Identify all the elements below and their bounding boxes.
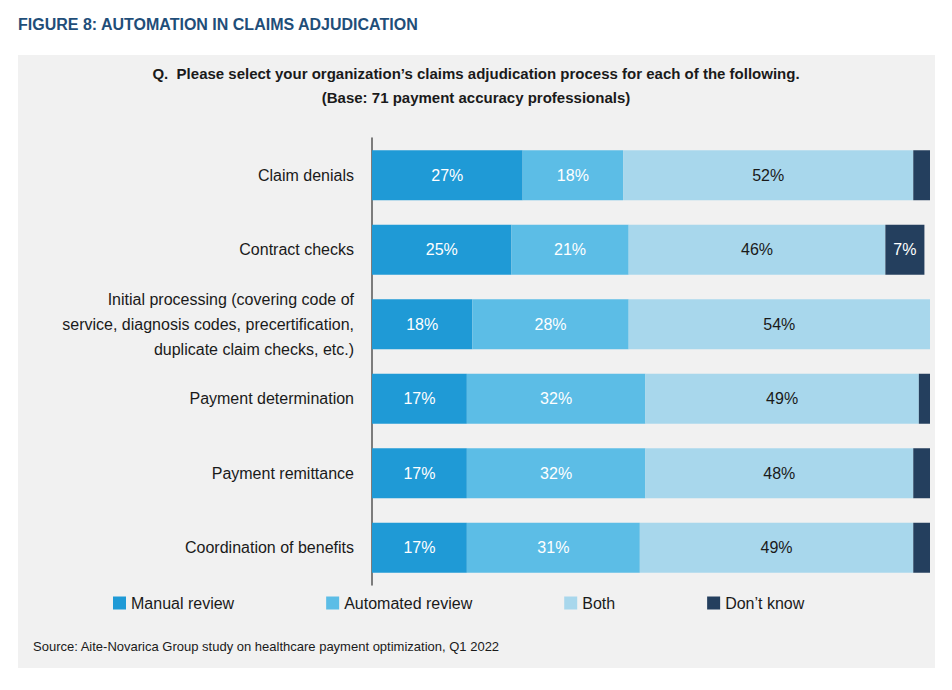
svg-text:Contract checks: Contract checks <box>239 241 354 258</box>
svg-text:49%: 49% <box>761 539 793 556</box>
svg-text:52%: 52% <box>752 167 784 184</box>
svg-text:25%: 25% <box>426 241 458 258</box>
svg-text:(Base: 71 payment accuracy pro: (Base: 71 payment accuracy professionals… <box>322 89 630 106</box>
svg-text:Manual review: Manual review <box>131 595 235 612</box>
svg-text:Automated review: Automated review <box>344 595 473 612</box>
svg-text:32%: 32% <box>540 390 572 407</box>
svg-text:duplicate claim checks, etc.): duplicate claim checks, etc.) <box>154 341 354 358</box>
svg-text:49%: 49% <box>766 390 798 407</box>
svg-text:Coordination of benefits: Coordination of benefits <box>185 539 354 556</box>
svg-text:Q. Please select your organiz: Q. Please select your organization’s cla… <box>152 65 799 82</box>
svg-text:18%: 18% <box>406 316 438 333</box>
svg-text:Don’t know: Don’t know <box>725 595 805 612</box>
svg-text:Payment determination: Payment determination <box>189 390 354 407</box>
svg-text:48%: 48% <box>763 465 795 482</box>
svg-text:31%: 31% <box>537 539 569 556</box>
svg-text:17%: 17% <box>403 390 435 407</box>
svg-text:27%: 27% <box>431 167 463 184</box>
svg-text:Claim denials: Claim denials <box>258 167 354 184</box>
svg-text:32%: 32% <box>540 465 572 482</box>
svg-text:17%: 17% <box>403 465 435 482</box>
svg-text:Source: Aite-Novarica Group st: Source: Aite-Novarica Group study on hea… <box>33 639 499 654</box>
svg-text:FIGURE 8: AUTOMATION IN CLAIMS: FIGURE 8: AUTOMATION IN CLAIMS ADJUDICAT… <box>18 16 418 33</box>
svg-text:46%: 46% <box>741 241 773 258</box>
svg-text:Initial processing (covering c: Initial processing (covering code of <box>108 291 355 308</box>
svg-text:Both: Both <box>582 595 615 612</box>
svg-text:28%: 28% <box>535 316 567 333</box>
svg-text:7%: 7% <box>893 241 916 258</box>
svg-text:54%: 54% <box>763 316 795 333</box>
svg-text:21%: 21% <box>554 241 586 258</box>
svg-text:service, diagnosis codes, prec: service, diagnosis codes, precertificati… <box>62 316 354 333</box>
svg-text:17%: 17% <box>403 539 435 556</box>
svg-text:Payment remittance: Payment remittance <box>212 465 354 482</box>
svg-text:18%: 18% <box>557 167 589 184</box>
